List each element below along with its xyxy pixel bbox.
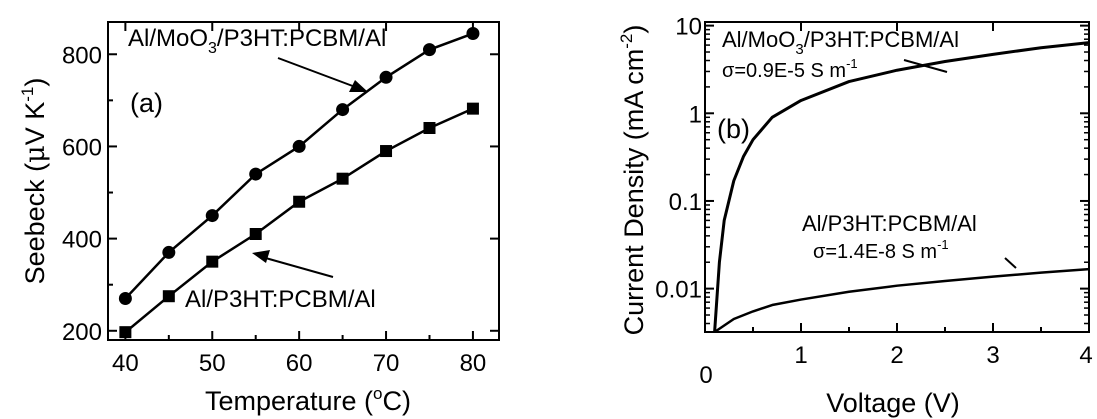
y-tick-label-a: 400 [62,227,102,254]
x-tick-label-a: 40 [112,350,139,377]
y-tick-label-a: 200 [62,319,102,346]
annotation-mo-device-a: Al/MoO3/P3HT:PCBM/Al [128,25,386,57]
data-point-circle [162,245,176,259]
data-point-square [119,326,132,339]
current-density-chart: 1 2 3 4 0 0.01 0.1 1 10 (b) Al/MoO3/P3HT:PCBM/Al… [617,14,1093,418]
y-tick-label-b: 10 [675,14,702,41]
axis-ticks-a: 40 50 60 70 80 200 400 600 800 [62,22,499,377]
arrowhead-bottom-a [252,250,270,263]
x-tick-label-b: 2 [890,342,903,369]
arrowhead-top-a [349,80,368,92]
x-tick-label-a: 60 [286,350,313,377]
y-tick-label-b: 0.1 [669,189,702,216]
data-point-square [380,145,393,158]
seebeck-chart: 40 50 60 70 80 200 400 600 800 (a) Al/MoO3/P3HT:… [18,21,500,416]
y-tick-label-b: 1 [689,101,702,128]
data-point-circle [379,70,393,84]
annotation-device-a: Al/P3HT:PCBM/Al [185,286,376,313]
data-point-circle [249,167,263,181]
data-point-square [249,228,262,240]
data-point-square [162,290,175,303]
data-point-square [336,172,349,185]
data-point-circle [292,139,306,153]
series-group-b [713,41,1090,334]
series-line-b-1 [713,267,1090,334]
y-tick-label-b: 0.01 [655,277,702,304]
x-axis-title-b: Voltage (V) [826,388,960,418]
panel-label-a: (a) [130,88,163,118]
data-point-circle [118,292,132,306]
x-axis-title-a: Temperature (oC) [205,384,411,416]
data-point-circle [205,209,219,223]
series-line-a-0 [124,32,474,300]
data-point-circle [336,103,350,117]
annotation-arrow-bottom-b [1004,257,1017,269]
plot-frame-a [107,21,500,341]
data-point-square [466,102,479,115]
annotation-arrow-top-b [903,59,948,73]
panel-label-b: (b) [717,114,750,144]
sigma-mo-device-b: σ=0.9E-5 S m-1 [722,56,858,82]
x-tick-label-a: 50 [199,350,226,377]
x-tick-label-a: 80 [460,350,487,377]
data-point-circle [466,27,480,41]
data-point-square [423,122,436,134]
x-tick-label-a: 70 [373,350,400,377]
x-zero-label-b: 0 [699,362,712,389]
y-axis-title-a: Seebeck (μV K-1) [18,78,51,285]
y-axis-title-b: Current Density (mA cm-2) [617,25,649,336]
data-point-square [206,255,219,268]
y-tick-label-a: 600 [62,134,102,161]
sigma-device-b: σ=1.4E-8 S m-1 [813,237,949,263]
x-tick-label-b: 4 [1079,342,1092,369]
data-point-circle [422,43,436,57]
y-tick-label-a: 800 [62,42,102,69]
series-group-a [118,27,480,339]
axis-ticks-b: 1 2 3 4 0 0.01 0.1 1 10 [655,14,1092,389]
x-tick-label-b: 3 [986,342,999,369]
annotation-mo-device-b: Al/MoO3/P3HT:PCBM/Al [722,27,959,58]
x-tick-label-b: 1 [794,342,807,369]
annotation-arrow-top-a [277,57,359,89]
annotation-arrow-bottom-a [261,256,334,278]
data-point-square [293,195,306,208]
series-line-b-0 [713,41,1090,333]
annotation-device-b: Al/P3HT:PCBM/Al [802,211,977,236]
